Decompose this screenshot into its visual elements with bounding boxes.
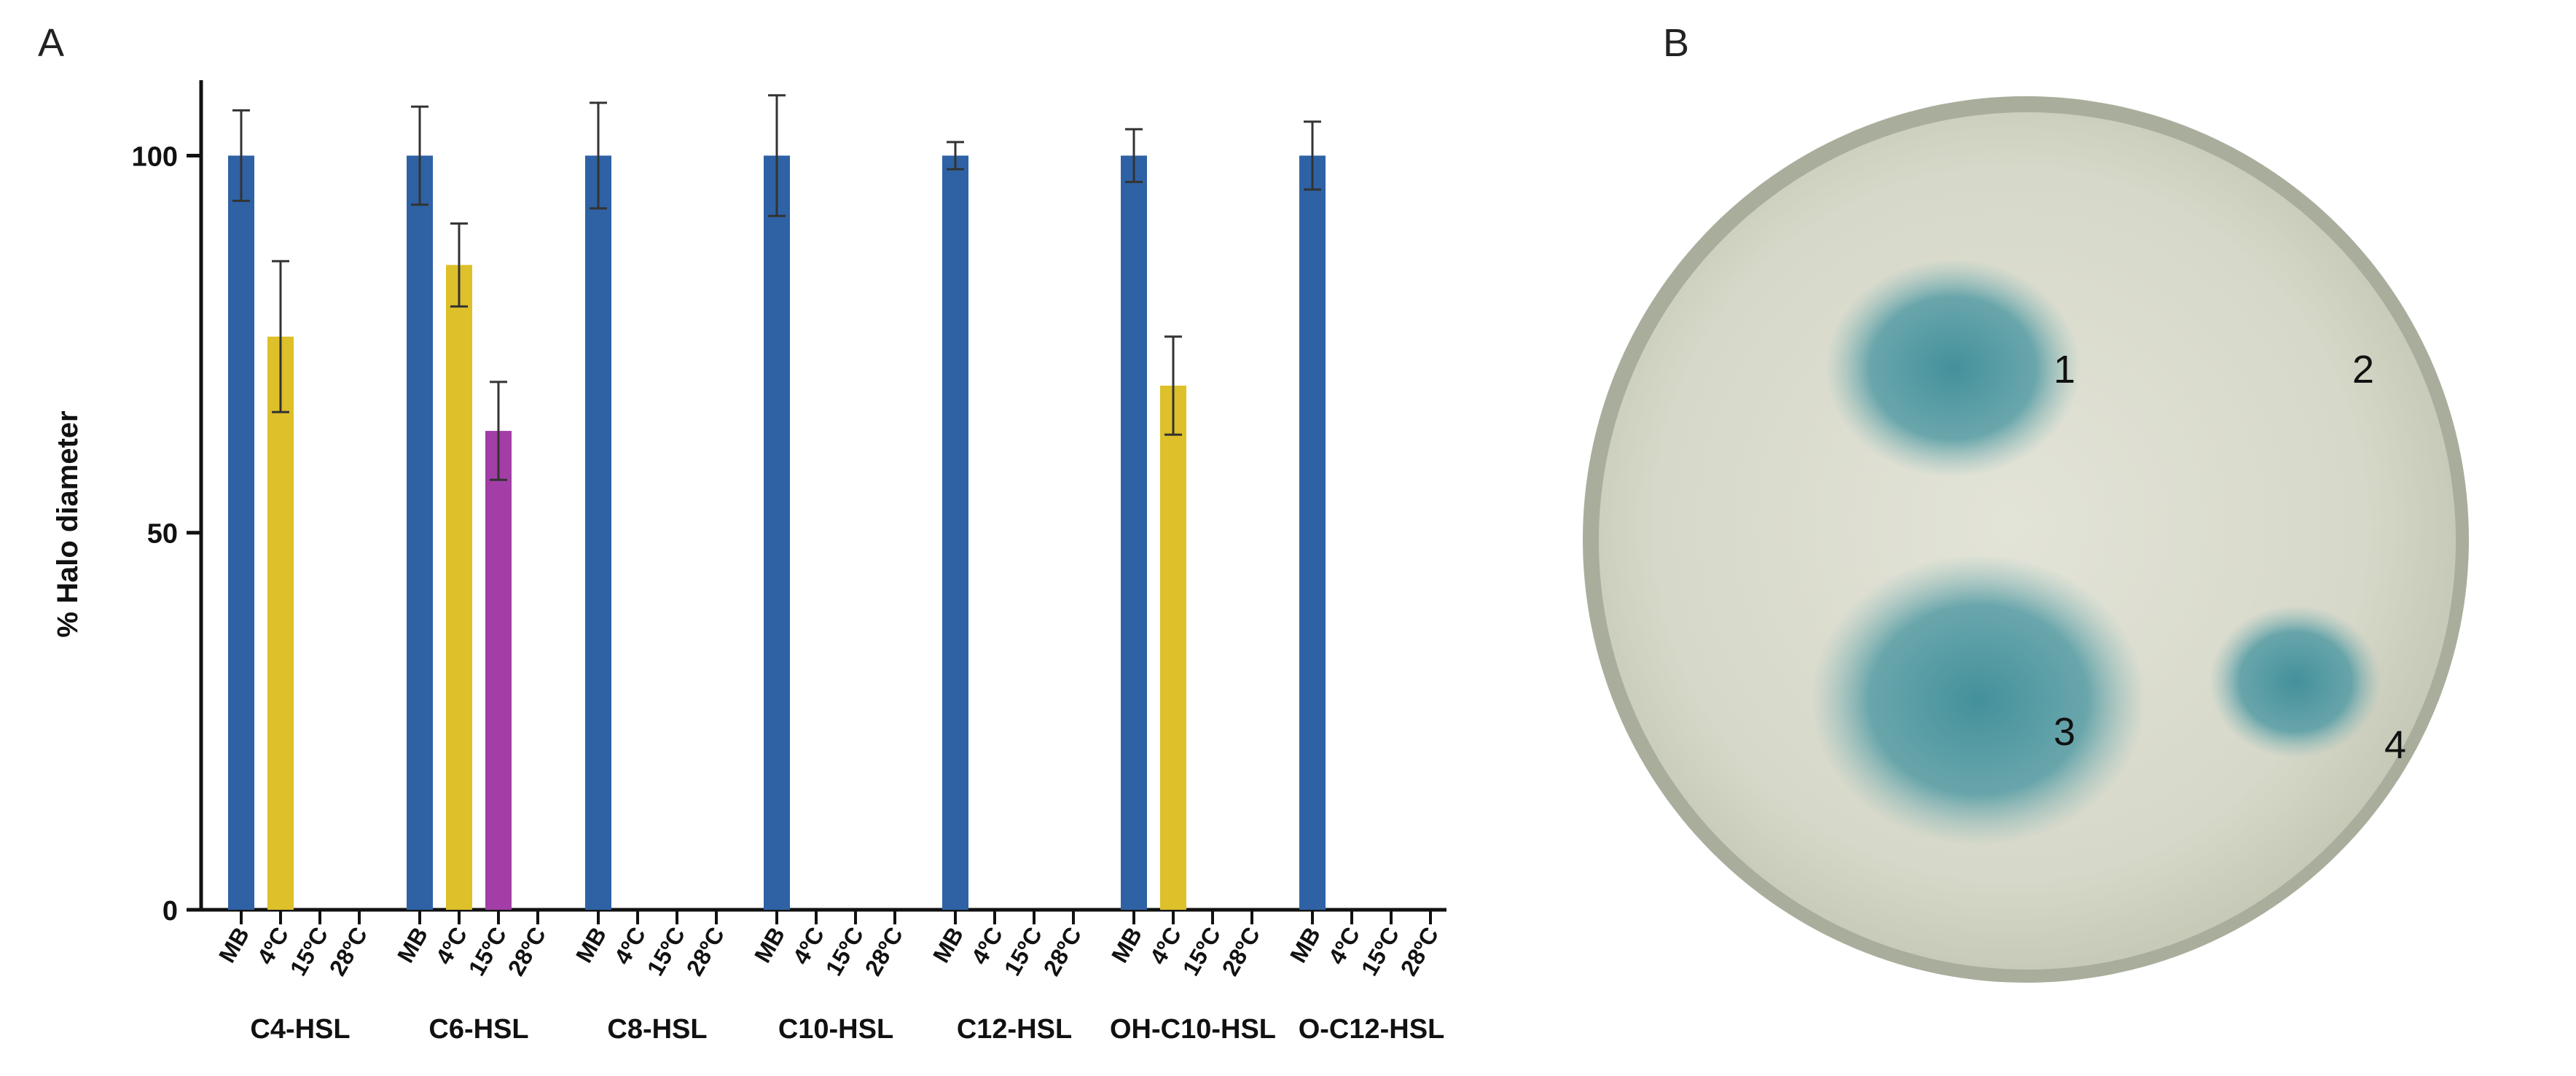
bar-label-28ºC: 28ºC [1395,923,1444,981]
bar-C10-HSL-MB [764,155,790,910]
group-label-O-C12-HSL: O-C12-HSL [1299,1014,1445,1045]
blue-halo-1 [1825,259,2080,477]
bar-label-15ºC: 15ºC [642,923,690,981]
blue-halo-3 [1811,554,2146,846]
bar-label-15ºC: 15ºC [463,923,512,981]
y-axis-label: % Halo diameter [52,410,84,637]
bar-label-MB: MB [928,923,968,967]
bar-C4-HSL-4ºC [267,336,294,910]
group-label-C10-HSL: C10-HSL [778,1014,893,1045]
group-label-C8-HSL: C8-HSL [607,1014,707,1045]
bar-label-28ºC: 28ºC [860,923,908,981]
bar-label-MB: MB [1285,923,1326,967]
bar-label-MB: MB [571,923,611,967]
group-label-OH-C10-HSL: OH-C10-HSL [1110,1014,1276,1045]
bar-label-MB: MB [749,923,790,967]
bar-OH-C10-HSL-MB [1121,155,1147,910]
bar-label-28ºC: 28ºC [324,923,372,981]
bar-C6-HSL-15ºC [485,431,512,910]
y-tick-label-50: 50 [147,519,178,550]
bar-O-C12-HSL-MB [1299,155,1326,910]
bar-label-15ºC: 15ºC [1356,923,1404,981]
spot-label-2: 2 [2352,348,2374,391]
bar-label-28ºC: 28ºC [1217,923,1265,981]
panel-a-letter: A [38,21,65,65]
bar-C6-HSL-MB [407,155,433,910]
bar-label-28ºC: 28ºC [681,923,729,981]
bar-C8-HSL-MB [585,155,611,910]
bar-label-MB: MB [392,923,433,967]
group-label-C12-HSL: C12-HSL [957,1014,1072,1045]
bar-label-15ºC: 15ºC [821,923,869,981]
blue-halo-4 [2209,605,2381,758]
bar-C12-HSL-MB [942,155,968,910]
petri-dish [1599,112,2456,970]
bar-label-15ºC: 15ºC [999,923,1047,981]
bar-label-MB: MB [1106,923,1147,967]
bar-C4-HSL-MB [228,155,254,910]
y-tick-label-0: 0 [163,896,178,927]
spot-label-1: 1 [2054,348,2075,391]
agar-plate-photo: 1 2 3 4 [1583,96,2469,983]
bar-label-MB: MB [214,923,254,967]
bar-OH-C10-HSL-4ºC [1160,385,1186,910]
group-label-C4-HSL: C4-HSL [250,1014,350,1045]
panel-b-letter: B [1663,21,1690,65]
bar-label-28ºC: 28ºC [503,923,551,981]
spot-label-4: 4 [2384,723,2406,767]
bar-C6-HSL-4ºC [446,265,472,910]
bar-label-28ºC: 28ºC [1038,923,1087,981]
bar-label-15ºC: 15ºC [285,923,333,981]
bar-label-15ºC: 15ºC [1178,923,1226,981]
y-tick-label-100: 100 [132,141,178,172]
spot-label-3: 3 [2054,710,2075,754]
group-label-C6-HSL: C6-HSL [428,1014,528,1045]
